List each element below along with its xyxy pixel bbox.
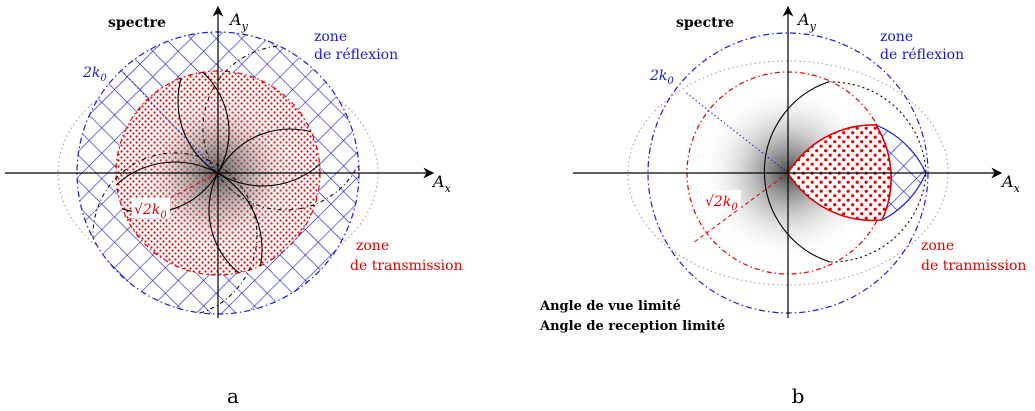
y-axis-label: Ay [228, 10, 249, 33]
panel-b: spectre Ay Ax zone de réflexion 2k0 √2k0… [539, 5, 1026, 408]
x-axis-label: Ax [1000, 172, 1021, 195]
sqrt2-k0-label: √2k0 [134, 202, 167, 221]
transmission-zone-label-1: zone [356, 238, 389, 254]
two-k0-radius [121, 70, 219, 174]
note-line-1: Angle de vue limité [539, 299, 681, 314]
two-k0-label: 2k0 [649, 68, 674, 87]
transmission-zone-label-1: zone [921, 238, 954, 254]
two-k0-label: 2k0 [82, 65, 107, 84]
transmission-zone-label-2: de tranmission [921, 258, 1026, 274]
reflection-zone-label-1: zone [314, 29, 347, 45]
x-axis-label: Ax [431, 172, 452, 195]
transmission-zone-label-2: de transmission [350, 258, 463, 274]
y-axis-label: Ay [796, 10, 817, 33]
sqrt2-label-bg [703, 190, 741, 210]
reflection-zone-label-2: de réflexion [880, 47, 964, 63]
panel-a-caption: a [227, 384, 239, 408]
sqrt2-k0-label: √2k0 [705, 194, 738, 213]
panel-a: spectre Ay Ax zone de réflexion 2k0 √2k0… [5, 5, 463, 408]
spectre-label: spectre [676, 15, 734, 31]
reflection-zone-label-1: zone [880, 29, 913, 45]
sqrt2-label-bg [132, 198, 170, 218]
ewald-arc-dotted [827, 81, 927, 263]
reflection-zone-label-2: de réflexion [314, 47, 398, 63]
panel-b-caption: b [792, 384, 805, 408]
spectre-label: spectre [108, 15, 166, 31]
two-k0-radius [684, 91, 789, 174]
note-line-2: Angle de reception limité [539, 319, 725, 334]
